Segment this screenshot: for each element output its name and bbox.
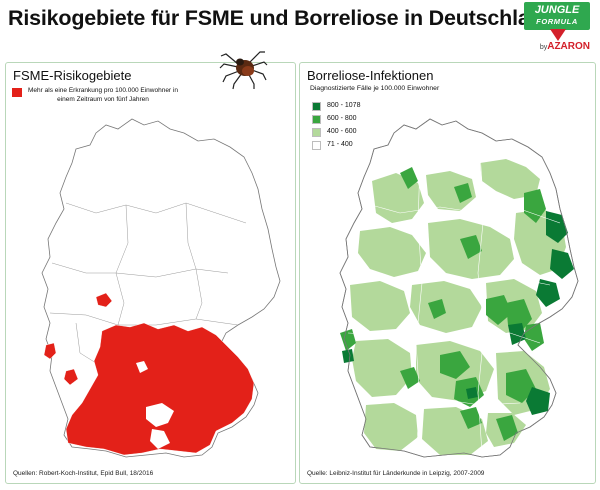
legend-swatch <box>312 141 321 150</box>
fsme-gaps <box>136 361 174 449</box>
borreliose-source: Quelle: Leibniz-Institut für Länderkunde… <box>307 470 485 477</box>
legend-label: 400 - 600 <box>327 128 357 135</box>
fsme-map <box>41 118 281 458</box>
brand-by: by <box>539 44 548 51</box>
brand-line2: FORMULA <box>536 17 578 26</box>
fsme-title: FSME-Risikogebiete <box>13 68 132 83</box>
tick-icon <box>219 51 268 90</box>
borreliose-panel: Borreliose-Infektionen Diagnostizierte F… <box>299 62 596 484</box>
district-borders <box>347 152 561 454</box>
class-400-600-areas <box>350 159 566 455</box>
state-borders <box>49 202 247 364</box>
legend-row-800-1078: 800 - 1078 <box>312 100 422 113</box>
fsme-risk-areas <box>43 292 255 456</box>
legend-row-600-800: 600 - 800 <box>312 113 422 126</box>
triangle-mark-icon <box>550 29 566 41</box>
brand-flag: JUNGLE FORMULA <box>524 2 590 30</box>
legend-row-400-600: 400 - 600 <box>312 126 422 139</box>
borreliose-legend: 800 - 1078 600 - 800 400 - 600 71 - 400 <box>312 100 422 152</box>
legend-label: 71 - 400 <box>327 141 353 148</box>
borreliose-map <box>339 118 579 458</box>
brand-line1: JUNGLE <box>534 4 580 16</box>
legend-swatch <box>312 128 321 137</box>
legend-swatch <box>312 115 321 124</box>
fsme-legend-label: Mehr als eine Erkrankung pro 100.000 Ein… <box>28 87 178 103</box>
legend-label: 600 - 800 <box>327 115 357 122</box>
legend-swatch <box>312 102 321 111</box>
fsme-source: Quellen: Robert-Koch-Institut, Epid Bull… <box>13 470 154 477</box>
page-title: Risikogebiete für FSME und Borreliose in… <box>8 6 556 30</box>
borreliose-title: Borreliose-Infektionen <box>307 68 434 83</box>
brand-company-name: AZARON <box>547 41 590 52</box>
brand-logo: JUNGLE FORMULA byAZARON <box>514 2 592 60</box>
borreliose-subtitle: Diagnostizierte Fälle je 100.000 Einwohn… <box>310 85 440 92</box>
fsme-panel: FSME-Risikogebiete Mehr als eine Erkrank… <box>5 62 296 484</box>
class-600-800-areas <box>340 167 546 441</box>
legend-row-71-400: 71 - 400 <box>312 139 422 152</box>
class-800-1078-areas <box>342 211 574 415</box>
fsme-legend-swatch <box>12 88 22 97</box>
brand-company: byAZARON <box>540 41 590 52</box>
legend-label: 800 - 1078 <box>327 102 361 109</box>
